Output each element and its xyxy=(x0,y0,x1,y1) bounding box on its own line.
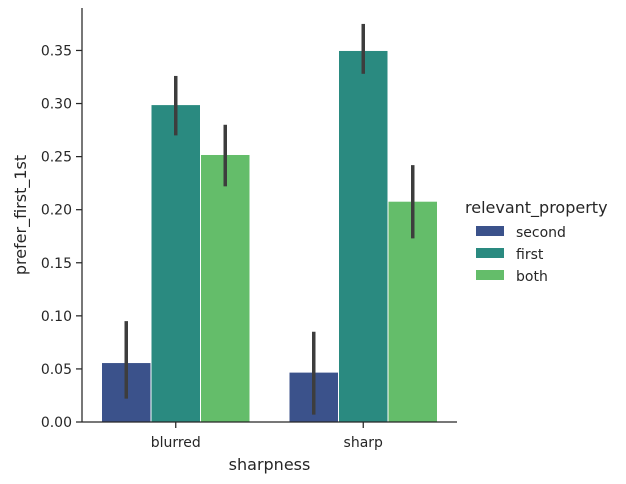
legend-label-second: second xyxy=(516,225,566,241)
legend-swatch-second xyxy=(476,226,504,236)
legend-label-first: first xyxy=(516,247,544,263)
y-tick-label: 0.35 xyxy=(41,43,72,59)
legend-title: relevant_property xyxy=(465,198,608,218)
y-tick-label: 0.20 xyxy=(41,203,72,219)
y-ticks-group: 0.00 0.05 0.10 0.15 0.20 0.25 0.30 0.35 xyxy=(41,43,82,431)
bar-first-blurred xyxy=(150,104,201,423)
bar-both-blurred xyxy=(200,153,251,423)
y-tick-label: 0.05 xyxy=(41,362,72,378)
bar-first-sharp xyxy=(338,49,389,423)
x-tick-label-sharp: sharp xyxy=(344,435,384,451)
bars-group xyxy=(101,49,438,423)
x-ticks-group: blurred sharp xyxy=(151,422,383,451)
x-tick-label-blurred: blurred xyxy=(151,435,201,451)
error-bars-group xyxy=(124,23,415,415)
y-tick-label: 0.10 xyxy=(41,309,72,325)
legend-label-both: both xyxy=(516,269,548,285)
legend-swatch-both xyxy=(476,270,504,280)
y-tick-label: 0.00 xyxy=(41,415,72,431)
y-tick-label: 0.30 xyxy=(41,97,72,113)
legend-swatch-first xyxy=(476,248,504,258)
y-axis-label: prefer_first_1st xyxy=(11,155,31,275)
y-tick-label: 0.15 xyxy=(41,256,72,272)
legend: relevant_property second first both xyxy=(465,198,608,285)
x-axis-label: sharpness xyxy=(229,455,311,474)
y-tick-label: 0.25 xyxy=(41,150,72,166)
